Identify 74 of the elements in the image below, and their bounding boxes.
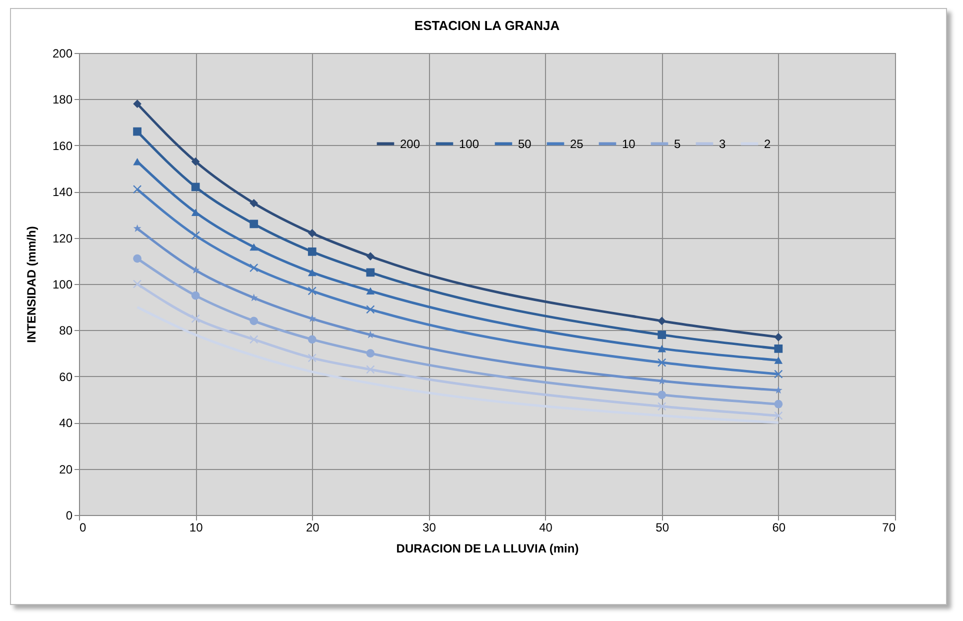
point bbox=[250, 316, 258, 326]
point bbox=[774, 332, 783, 342]
point bbox=[308, 335, 316, 344]
point bbox=[658, 330, 666, 340]
point bbox=[366, 252, 375, 260]
chart-title: ESTACION LA GRANJA bbox=[414, 18, 560, 33]
legend-label: 5 bbox=[674, 136, 681, 151]
y-tick-label: 60 bbox=[59, 370, 73, 384]
point bbox=[658, 316, 666, 326]
x-tick-label: 20 bbox=[306, 520, 320, 534]
y-tick-label: 100 bbox=[52, 278, 73, 292]
point bbox=[250, 243, 258, 251]
point bbox=[191, 182, 200, 192]
legend-label: 200 bbox=[400, 136, 420, 151]
point bbox=[366, 365, 375, 374]
point bbox=[366, 268, 375, 277]
y-axis-title: INTENSIDAD (mm/h) bbox=[24, 226, 38, 343]
point bbox=[250, 198, 258, 208]
x-tick-label: 10 bbox=[189, 520, 204, 534]
point bbox=[250, 335, 258, 344]
y-tick-label: 40 bbox=[59, 416, 73, 430]
point bbox=[250, 220, 258, 228]
line-series bbox=[136, 306, 780, 424]
x-tick-label: 60 bbox=[772, 520, 786, 534]
x-tick-label: 50 bbox=[656, 520, 670, 534]
legend-label: 25 bbox=[570, 136, 584, 151]
y-tick-label: 180 bbox=[52, 92, 73, 107]
point bbox=[366, 287, 375, 295]
legend-label: 2 bbox=[764, 136, 771, 151]
point bbox=[133, 280, 142, 288]
x-tick-label: 0 bbox=[80, 520, 86, 534]
point bbox=[774, 344, 783, 353]
point bbox=[133, 254, 142, 263]
point bbox=[774, 386, 782, 394]
point bbox=[658, 390, 666, 400]
point bbox=[133, 100, 142, 108]
point bbox=[191, 314, 200, 323]
legend-label: 10 bbox=[622, 136, 636, 151]
point bbox=[192, 266, 200, 274]
legend-label: 100 bbox=[459, 136, 480, 151]
x-tick-label: 40 bbox=[539, 520, 553, 534]
point bbox=[191, 157, 200, 166]
y-tick-label: 120 bbox=[52, 231, 73, 246]
point bbox=[308, 286, 316, 296]
point bbox=[133, 185, 142, 194]
point bbox=[658, 358, 666, 367]
point bbox=[658, 402, 666, 411]
point bbox=[366, 305, 375, 314]
y-tick-label: 140 bbox=[52, 185, 73, 200]
point bbox=[308, 228, 316, 238]
legend-label: 3 bbox=[719, 136, 726, 151]
point bbox=[308, 247, 316, 256]
point bbox=[191, 231, 200, 240]
x-axis-title: DURACION DE LA LLUVIA (min) bbox=[396, 542, 579, 556]
point bbox=[774, 400, 783, 408]
y-tick-label: 200 bbox=[52, 46, 73, 60]
point bbox=[774, 411, 783, 420]
y-tick-label: 20 bbox=[59, 462, 73, 476]
point bbox=[658, 345, 666, 352]
y-tick-label: 0 bbox=[66, 508, 73, 522]
legend-label: 50 bbox=[518, 136, 532, 151]
x-tick-label: 30 bbox=[422, 520, 436, 534]
point bbox=[308, 354, 316, 362]
point bbox=[366, 349, 375, 358]
point bbox=[774, 356, 783, 364]
point bbox=[774, 370, 783, 378]
y-tick-label: 80 bbox=[59, 324, 73, 338]
point bbox=[250, 264, 258, 272]
x-tick-label: 70 bbox=[882, 520, 896, 534]
point bbox=[133, 127, 142, 136]
point bbox=[308, 268, 316, 276]
point bbox=[191, 291, 200, 300]
y-tick-label: 160 bbox=[52, 138, 73, 153]
point bbox=[133, 224, 142, 232]
